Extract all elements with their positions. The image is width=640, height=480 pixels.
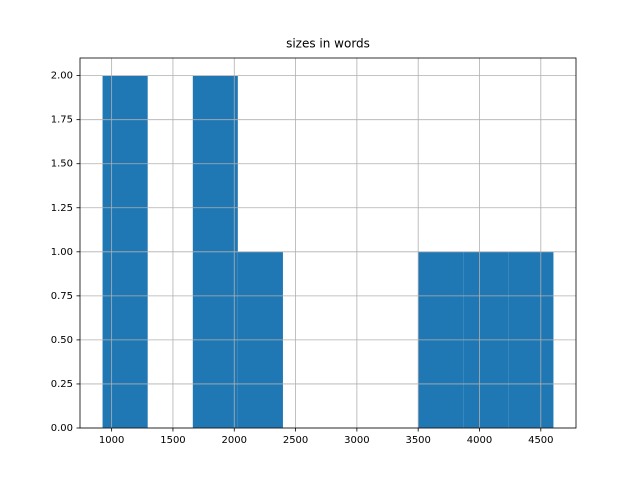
x-tick-label: 1000: [99, 435, 124, 446]
y-tick-label: 0.75: [51, 291, 73, 302]
x-tick-label: 2000: [222, 435, 247, 446]
y-tick-label: 1.50: [51, 159, 73, 170]
plot-frame: [79, 57, 577, 429]
y-tick-label: 1.25: [51, 203, 73, 214]
y-tick-label: 0.50: [51, 335, 73, 346]
chart-title: sizes in words: [286, 37, 370, 51]
y-tick-label: 2.00: [51, 71, 73, 82]
y-tick-label: 0.25: [51, 379, 73, 390]
y-tick-label: 1.00: [51, 247, 73, 258]
y-tick-label: 0.00: [51, 423, 73, 434]
x-tick-label: 1500: [160, 435, 185, 446]
x-tick-label: 3000: [344, 435, 369, 446]
x-tick-label: 2500: [283, 435, 308, 446]
x-tick-label: 4500: [528, 435, 553, 446]
y-tick-label: 1.75: [51, 115, 73, 126]
x-tick-label: 4000: [467, 435, 492, 446]
x-tick-label: 3500: [405, 435, 430, 446]
